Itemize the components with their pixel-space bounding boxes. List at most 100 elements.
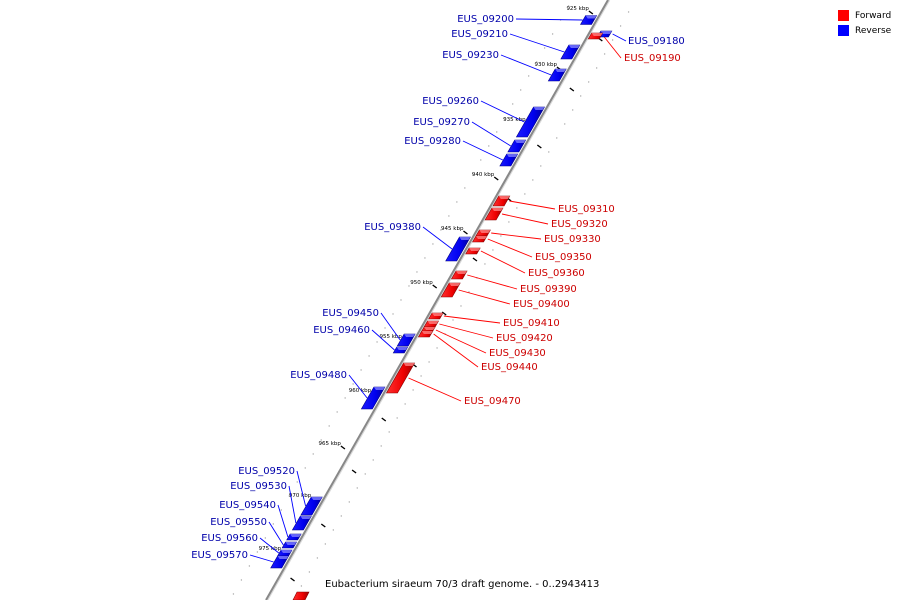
guide-dot xyxy=(324,543,327,545)
guide-dot xyxy=(368,355,370,357)
leader-line xyxy=(277,504,289,538)
leader-line xyxy=(296,470,307,507)
guide-dot xyxy=(320,439,322,441)
gene-label: EUS_09440 xyxy=(481,362,538,373)
leader-line xyxy=(433,333,479,368)
kbp-tick-mark xyxy=(432,284,438,289)
guide-dot xyxy=(412,389,414,391)
guide-dot xyxy=(456,201,458,203)
gene-label: EUS_09460 xyxy=(313,325,370,336)
guide-dot xyxy=(543,47,546,49)
leader-line xyxy=(500,54,552,76)
leader-line xyxy=(480,250,526,274)
guide-dot xyxy=(460,305,462,307)
guide-dot xyxy=(240,579,243,581)
gene-label: EUS_09210 xyxy=(451,29,508,40)
kbp-tick-label: 950 kbp xyxy=(410,280,433,286)
forward-gene xyxy=(385,362,416,394)
kbp-tick-label: 935 kbp xyxy=(503,117,526,123)
leader-line xyxy=(501,213,549,225)
genome-caption: Eubacterium siraeum 70/3 draft genome. -… xyxy=(325,579,600,590)
gene-label: EUS_09400 xyxy=(513,299,570,310)
leader-line xyxy=(422,226,453,250)
reverse-gene xyxy=(507,139,527,153)
kbp-tick-label: 970 kbp xyxy=(289,493,312,499)
guide-dot xyxy=(404,403,406,405)
gene-label: EUS_09360 xyxy=(528,268,585,279)
guide-dot xyxy=(580,95,582,97)
minor-tick-mark xyxy=(536,144,542,149)
guide-dot xyxy=(472,173,474,175)
guide-dot xyxy=(316,557,319,559)
leader-layer xyxy=(249,18,627,563)
minor-tick-mark xyxy=(441,311,447,316)
forward-gene xyxy=(428,312,444,320)
gene-label: EUS_09180 xyxy=(628,36,685,47)
guide-dot xyxy=(248,565,251,567)
reverse-gene xyxy=(445,236,471,262)
leader-line xyxy=(259,537,280,554)
legend-reverse-label: Reverse xyxy=(855,25,892,36)
forward-gene xyxy=(440,282,461,298)
leader-line xyxy=(458,289,511,305)
kbp-tick-label: 975 kbp xyxy=(259,546,282,552)
gene-label: EUS_09390 xyxy=(520,284,577,295)
guide-dot xyxy=(300,585,303,587)
leader-line xyxy=(439,323,494,339)
kbp-tick-label: 930 kbp xyxy=(535,62,558,68)
guide-dot xyxy=(348,501,350,503)
guide-dot xyxy=(396,417,398,419)
axis-layer xyxy=(265,0,611,600)
leader-line xyxy=(515,18,583,21)
leader-line xyxy=(462,140,503,161)
forward-gene xyxy=(472,235,488,243)
guide-dot xyxy=(272,523,275,525)
gene-label: EUS_09310 xyxy=(558,204,615,215)
reverse-gene xyxy=(281,541,298,549)
guide-dot xyxy=(312,453,314,455)
gene-label: EUS_09270 xyxy=(413,117,470,128)
guide-dot xyxy=(595,67,598,69)
guide-dot xyxy=(512,103,514,105)
kbp-tick-label: 945 kbp xyxy=(441,226,464,232)
guide-dot xyxy=(504,117,506,119)
kbp-tick-mark xyxy=(340,445,346,450)
forward-gene xyxy=(484,207,504,221)
guide-dot xyxy=(332,529,335,531)
gene-label: EUS_09330 xyxy=(544,234,601,245)
reverse-gene xyxy=(286,533,302,541)
guide-dot xyxy=(488,145,490,147)
gene-label: EUS_09260 xyxy=(422,96,479,107)
leader-line xyxy=(603,35,622,59)
leader-line xyxy=(288,485,297,524)
gene-label: EUS_09280 xyxy=(404,136,461,147)
kbp-tick-label: 960 kbp xyxy=(349,388,372,394)
forward-gene xyxy=(465,247,481,255)
reverse-gene xyxy=(499,153,519,167)
leader-line xyxy=(480,100,525,123)
guide-dot xyxy=(336,411,338,413)
gene-label: EUS_09230 xyxy=(442,50,499,61)
leader-line xyxy=(348,374,368,399)
guide-dot xyxy=(264,537,267,539)
guide-dot xyxy=(587,81,590,83)
gene-label: EUS_09320 xyxy=(551,219,608,230)
leader-line xyxy=(443,315,501,324)
gene-label: EUS_09430 xyxy=(489,348,546,359)
reverse-gene xyxy=(291,515,312,531)
guide-dot xyxy=(340,515,342,517)
guide-dot xyxy=(496,131,498,133)
kbp-tick-mark xyxy=(463,230,468,235)
genome-axis xyxy=(265,0,609,600)
leader-line xyxy=(491,232,542,240)
guide-dot xyxy=(448,215,450,217)
guide-dot xyxy=(524,193,526,195)
guide-dot xyxy=(619,25,622,27)
label-layer: EUS_09180 EUS_09200 EUS_09210 EUS_09230 EUS_… xyxy=(191,14,685,561)
leader-line xyxy=(435,329,487,354)
leader-line xyxy=(471,121,512,147)
guide-dot xyxy=(384,327,386,329)
guide-dot xyxy=(304,467,306,469)
forward-gene xyxy=(492,195,511,207)
minor-tick-mark xyxy=(569,87,575,92)
